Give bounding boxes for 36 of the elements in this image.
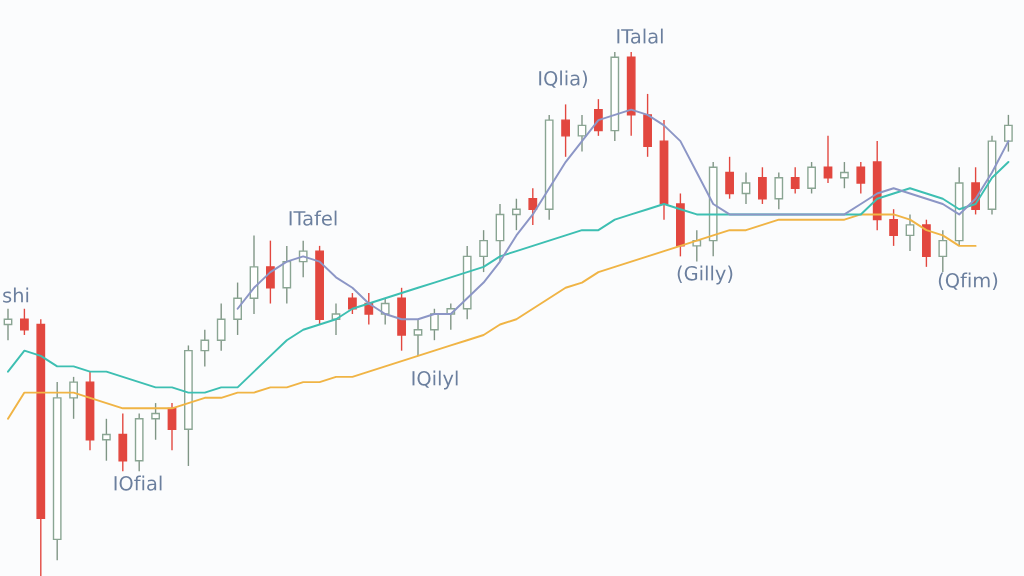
candlestick xyxy=(413,318,423,357)
candlestick xyxy=(856,161,866,195)
annotation: IQilyl xyxy=(412,370,458,390)
candlestick xyxy=(774,171,784,210)
candlestick xyxy=(102,418,111,462)
candlestick xyxy=(807,161,816,195)
candlestick xyxy=(69,376,78,420)
annotation: shi xyxy=(3,287,29,303)
candlestick xyxy=(430,308,439,341)
annotation: (Qfim) xyxy=(938,272,998,290)
candlestick xyxy=(840,161,849,189)
candlestick xyxy=(528,187,538,226)
candlestick xyxy=(216,302,226,352)
candlestick xyxy=(725,156,734,200)
candlestick xyxy=(20,308,29,336)
annotation: (Gilly) xyxy=(677,265,733,285)
annotation: IOfial xyxy=(114,475,162,491)
text: ITalal xyxy=(617,28,663,44)
candlestick xyxy=(938,229,948,273)
candlestick xyxy=(790,166,800,195)
candlestick xyxy=(594,98,603,137)
candlestick xyxy=(1004,114,1013,153)
candlestick xyxy=(889,208,898,247)
candlestick xyxy=(741,171,751,205)
annotation: IQlia) xyxy=(539,70,587,88)
candlestick xyxy=(479,229,488,273)
candlestick xyxy=(151,402,160,441)
candlestick xyxy=(233,281,242,336)
candlestick xyxy=(561,103,570,158)
candlestick xyxy=(200,329,210,368)
annotation: ITafel xyxy=(289,210,337,226)
candlestick xyxy=(512,198,521,231)
candlestick xyxy=(266,239,275,305)
candlestick xyxy=(577,114,587,153)
candlestick xyxy=(758,166,767,205)
candlestick xyxy=(905,213,915,252)
